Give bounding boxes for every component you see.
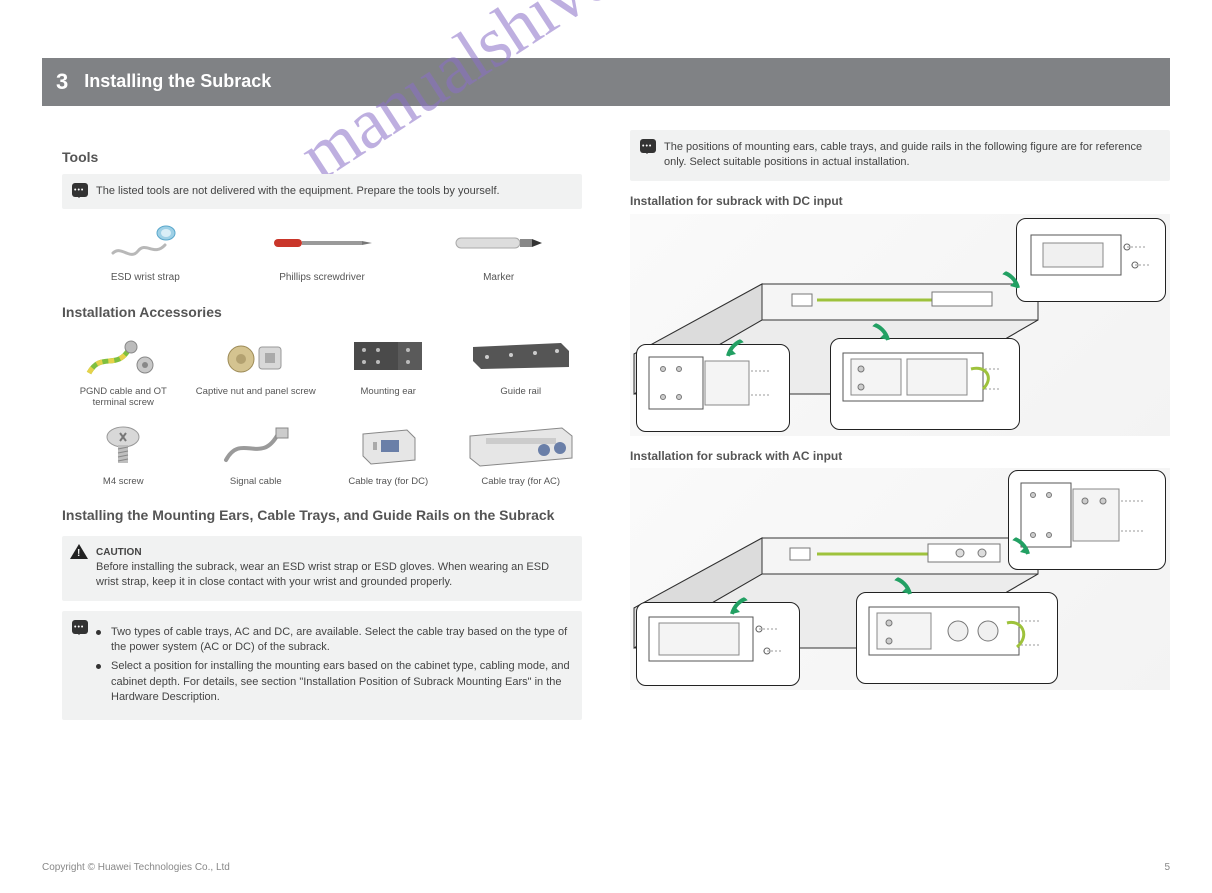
right-note: ••• The positions of mounting ears, cabl… bbox=[630, 130, 1170, 181]
note-icon-dots: ••• bbox=[74, 623, 84, 633]
accessory-item: Captive nut and panel screw bbox=[195, 329, 318, 410]
arrow-icon bbox=[870, 322, 892, 344]
note-icon-dots: ••• bbox=[74, 186, 84, 196]
note-bullet-text: Two types of cable trays, AC and DC, are… bbox=[111, 625, 570, 656]
section-number: 3 bbox=[56, 67, 68, 98]
accessory-item: M4 screw bbox=[62, 419, 185, 488]
install-note: ••• Two types of cable trays, AC and DC,… bbox=[62, 611, 582, 720]
inset-dc-tr-icon bbox=[1023, 225, 1153, 287]
marker-icon bbox=[415, 219, 582, 267]
screwdriver-icon bbox=[239, 219, 406, 267]
left-column: Tools ••• The listed tools are not deliv… bbox=[62, 130, 582, 730]
inset-ac-bl bbox=[636, 602, 800, 686]
accessory-label: Guide rail bbox=[460, 386, 583, 398]
tools-note-text: The listed tools are not delivered with … bbox=[96, 185, 500, 197]
right-column: ••• The positions of mounting ears, cabl… bbox=[630, 130, 1170, 690]
accessory-label: Mounting ear bbox=[327, 386, 450, 398]
ac-tray-icon bbox=[460, 419, 583, 473]
tool-label: Phillips screwdriver bbox=[239, 271, 406, 285]
inset-dc-bm bbox=[830, 338, 1020, 430]
m4-screw-icon bbox=[62, 419, 185, 473]
accessories-grid: PGND cable and OT terminal screw Captive… bbox=[62, 329, 582, 489]
accessory-item: Signal cable bbox=[195, 419, 318, 488]
accessory-label: Captive nut and panel screw bbox=[195, 386, 318, 398]
accessory-item: PGND cable and OT terminal screw bbox=[62, 329, 185, 410]
inset-ac-tr-icon bbox=[1015, 477, 1153, 555]
caution-body: Before installing the subrack, wear an E… bbox=[96, 560, 570, 591]
tools-note: ••• The listed tools are not delivered w… bbox=[62, 174, 582, 209]
warning-bang: ! bbox=[77, 547, 80, 561]
accessory-label: Signal cable bbox=[195, 476, 318, 488]
footer-page: 5 bbox=[1164, 861, 1170, 875]
note-icon-dots: ••• bbox=[642, 142, 652, 152]
captive-nut-icon bbox=[195, 329, 318, 383]
arrow-icon bbox=[1000, 270, 1022, 292]
section-title: Installing the Subrack bbox=[84, 69, 271, 94]
note-bullet-text: Select a position for installing the mou… bbox=[111, 659, 570, 705]
dc-tray-icon bbox=[327, 419, 450, 473]
tools-heading: Tools bbox=[62, 148, 582, 168]
footer-copyright: Copyright © Huawei Technologies Co., Ltd bbox=[42, 861, 230, 875]
pgnd-cable-icon bbox=[62, 329, 185, 383]
install-heading: Installing the Mounting Ears, Cable Tray… bbox=[62, 506, 582, 526]
figure1-label: Installation for subrack with DC input bbox=[630, 193, 1170, 210]
bullet-icon bbox=[96, 664, 101, 669]
caution-title: CAUTION bbox=[96, 546, 570, 560]
caution-box: ! CAUTION Before installing the subrack,… bbox=[62, 536, 582, 601]
inset-ac-bm bbox=[856, 592, 1058, 684]
inset-ac-tr bbox=[1008, 470, 1166, 570]
accessory-item: Guide rail bbox=[460, 329, 583, 410]
accessories-heading: Installation Accessories bbox=[62, 303, 582, 323]
inset-dc-tr bbox=[1016, 218, 1166, 302]
section-banner: 3 Installing the Subrack bbox=[42, 58, 1170, 106]
footer: Copyright © Huawei Technologies Co., Ltd… bbox=[42, 861, 1170, 875]
accessory-label: PGND cable and OT terminal screw bbox=[62, 386, 185, 410]
accessory-item: Mounting ear bbox=[327, 329, 450, 410]
tool-item: Marker bbox=[415, 219, 582, 285]
note-bullet: Two types of cable trays, AC and DC, are… bbox=[96, 625, 570, 656]
inset-dc-bm-icon bbox=[837, 345, 1007, 415]
bullet-icon bbox=[96, 630, 101, 635]
inset-dc-bl bbox=[636, 344, 790, 432]
signal-cable-icon bbox=[195, 419, 318, 473]
page: 3 Installing the Subrack manualshive.com… bbox=[0, 0, 1212, 893]
accessory-item: Cable tray (for AC) bbox=[460, 419, 583, 488]
tool-item: Phillips screwdriver bbox=[239, 219, 406, 285]
arrow-icon bbox=[724, 338, 746, 360]
figure-dc bbox=[630, 214, 1170, 436]
accessory-label: M4 screw bbox=[62, 476, 185, 488]
tool-label: Marker bbox=[415, 271, 582, 285]
figure-ac bbox=[630, 468, 1170, 690]
inset-ac-bm-icon bbox=[863, 599, 1045, 669]
guide-rail-icon bbox=[460, 329, 583, 383]
inset-dc-bl-icon bbox=[643, 351, 777, 417]
tools-grid: ESD wrist strap Phillips screwdriver Mar… bbox=[62, 219, 582, 285]
accessory-label: Cable tray (for DC) bbox=[327, 476, 450, 488]
accessory-label: Cable tray (for AC) bbox=[460, 476, 583, 488]
right-note-text: The positions of mounting ears, cable tr… bbox=[664, 141, 1142, 168]
esd-strap-icon bbox=[62, 219, 229, 267]
mounting-ear-icon bbox=[327, 329, 450, 383]
tool-label: ESD wrist strap bbox=[62, 271, 229, 285]
inset-ac-bl-icon bbox=[643, 609, 787, 671]
note-bullet: Select a position for installing the mou… bbox=[96, 659, 570, 705]
figure2-label: Installation for subrack with AC input bbox=[630, 448, 1170, 465]
tool-item: ESD wrist strap bbox=[62, 219, 229, 285]
accessory-item: Cable tray (for DC) bbox=[327, 419, 450, 488]
